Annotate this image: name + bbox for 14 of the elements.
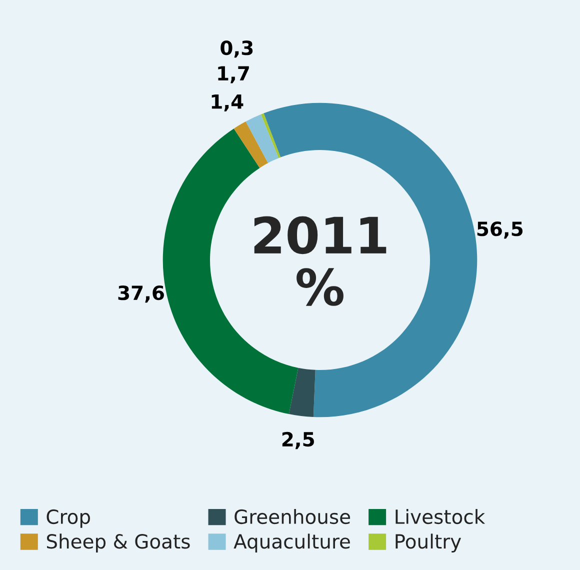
text: 2011 xyxy=(254,216,386,254)
legend-label: Sheep & Goats xyxy=(46,534,190,552)
data-label: 0,3 xyxy=(220,40,253,58)
text: % xyxy=(296,268,344,306)
legend-label: Livestock xyxy=(396,509,486,524)
data-label: 2,5 xyxy=(282,432,314,450)
legend-label: Poultry xyxy=(396,534,462,552)
data-label: 1,7 xyxy=(218,66,249,84)
legend-label: Crop xyxy=(46,509,90,528)
data-label: 56,5 xyxy=(477,221,523,239)
data-label: 1,4 xyxy=(212,94,244,112)
legend-label: Aquaculture xyxy=(234,534,350,552)
legend-label: Greenhouse xyxy=(234,509,350,524)
data-label: 37,6 xyxy=(118,285,164,303)
